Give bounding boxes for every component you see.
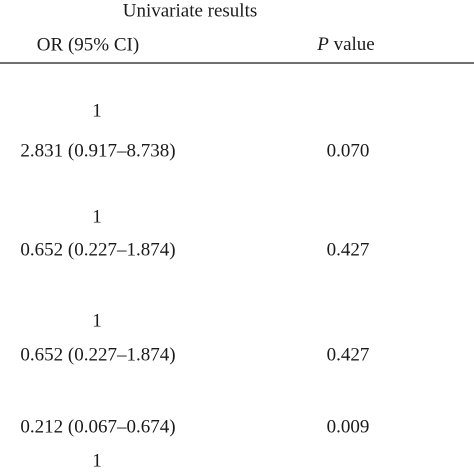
p-cell: 0.009 xyxy=(327,416,370,437)
or-cell: 0.652 (0.227–1.874) xyxy=(20,344,175,365)
p-cell: 0.427 xyxy=(327,344,370,365)
table-body: 1 2.831 (0.917–8.738) 0.070 1 0.652 (0.227–1… xyxy=(20,100,369,471)
or-cell: 2.831 (0.917–8.738) xyxy=(20,140,175,161)
p-header-rest: value xyxy=(334,34,375,55)
or-cell: 1 xyxy=(92,206,102,227)
or-header: OR (95% CI) xyxy=(37,34,139,55)
group-header: Univariate results xyxy=(123,0,258,21)
or-cell: 0.212 (0.067–0.674) xyxy=(20,416,175,437)
or-cell: 1 xyxy=(92,450,102,471)
p-header: P value xyxy=(316,34,375,55)
or-cell: 1 xyxy=(92,100,102,121)
p-cell: 0.070 xyxy=(327,140,370,161)
or-cell: 1 xyxy=(92,310,102,331)
or-cell: 0.652 (0.227–1.874) xyxy=(20,239,175,260)
p-cell: 0.427 xyxy=(327,239,370,260)
p-header-italic: P xyxy=(316,34,329,55)
